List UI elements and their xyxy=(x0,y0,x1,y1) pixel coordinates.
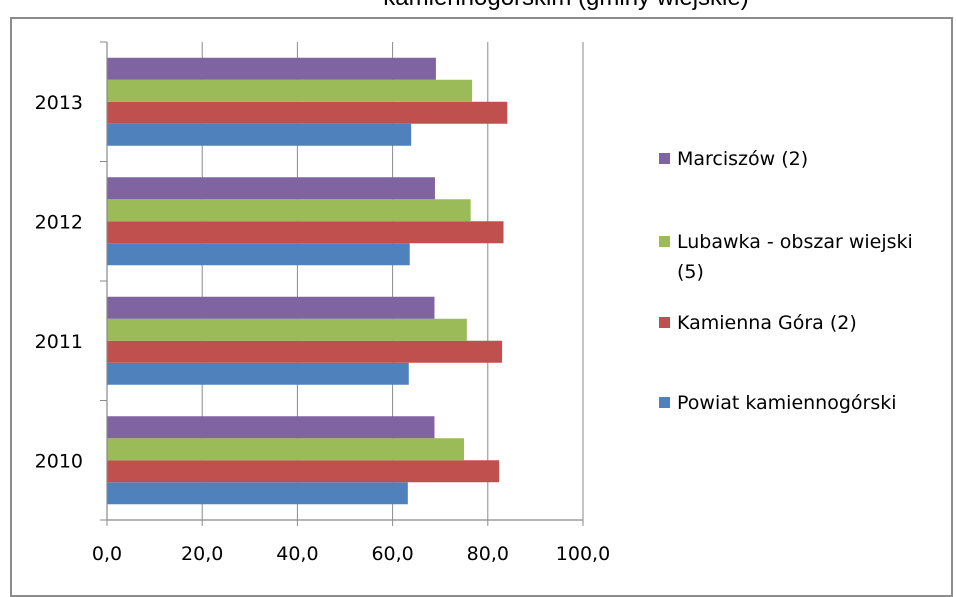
x-tick-label: 60,0 xyxy=(371,543,413,565)
bar xyxy=(107,482,408,505)
legend-label: Kamienna Góra (2) xyxy=(677,312,857,334)
bar xyxy=(107,438,464,461)
legend-swatch xyxy=(659,317,670,328)
y-tick-label: 2012 xyxy=(35,211,83,233)
legend-swatch xyxy=(659,153,670,164)
y-tick-label: 2013 xyxy=(35,92,83,114)
bar xyxy=(107,79,473,102)
legend-swatch xyxy=(659,236,670,247)
bar xyxy=(107,123,412,146)
bar xyxy=(107,243,410,266)
chart-title: kamiennogórskim (gminy wiejskie) xyxy=(0,0,956,12)
legend-label: (5) xyxy=(677,261,704,283)
bar xyxy=(107,460,500,483)
legend-label: Marciszów (2) xyxy=(677,148,808,170)
legend-label: Powiat kamiennogórski xyxy=(677,392,897,414)
y-tick-label: 2010 xyxy=(35,450,83,472)
bar xyxy=(107,101,508,124)
bar xyxy=(107,362,409,385)
y-tick-label: 2011 xyxy=(35,331,83,353)
bar-chart: 0,0 20,0 40,0 60,0 80,0 100,0 2010 2011 2012 2013… xyxy=(35,41,913,565)
bar xyxy=(107,199,471,222)
x-tick-label: 20,0 xyxy=(181,543,223,565)
x-tick-label: 0,0 xyxy=(92,543,122,565)
x-tick-label: 100,0 xyxy=(556,543,610,565)
x-tick-label: 80,0 xyxy=(467,543,509,565)
bar xyxy=(107,318,467,341)
legend-swatch xyxy=(659,397,670,408)
bar xyxy=(107,416,435,439)
x-tick-label: 40,0 xyxy=(276,543,318,565)
bar xyxy=(107,340,503,363)
bar xyxy=(107,177,435,200)
bar xyxy=(107,57,436,80)
bar xyxy=(107,296,435,319)
legend-label: Lubawka - obszar wiejski xyxy=(677,231,913,253)
bar xyxy=(107,221,504,244)
